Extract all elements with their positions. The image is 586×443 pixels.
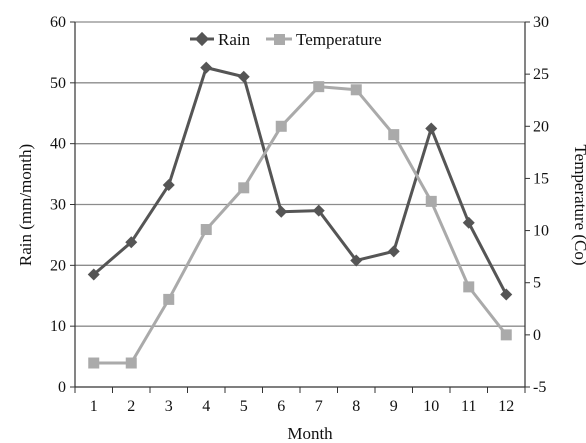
data-point: [163, 293, 175, 305]
left-tick-label: 30: [50, 197, 66, 214]
x-tick-label: 11: [461, 398, 476, 415]
left-axis-ticks: 0 10 20 30 40 50 60: [50, 14, 75, 396]
series-line-rain: [92, 66, 508, 296]
right-tick-label: 5: [533, 275, 541, 292]
legend-rain-label: Rain: [218, 30, 251, 49]
series-rain: [87, 61, 513, 301]
x-tick-label: 12: [498, 398, 514, 415]
left-tick-label: 60: [50, 14, 66, 31]
series-layer: [87, 61, 513, 369]
legend: Rain Temperature: [190, 30, 382, 49]
legend-rain-marker: [194, 31, 210, 47]
data-point: [200, 61, 213, 74]
right-tick-label: -5: [533, 379, 546, 396]
data-point: [387, 245, 400, 258]
data-point: [425, 122, 438, 135]
right-axis-ticks: -5 0 5 10 15 20 25 30: [525, 14, 549, 396]
right-tick-label: 25: [533, 66, 549, 83]
data-point: [125, 236, 138, 249]
x-tick-label: 10: [423, 398, 439, 415]
left-axis-title: Rain (mm/month): [16, 144, 35, 266]
x-axis-title: Month: [287, 424, 333, 443]
left-tick-label: 50: [50, 75, 66, 92]
left-tick-label: 0: [58, 379, 66, 396]
legend-temperature-label: Temperature: [296, 30, 382, 49]
data-point: [275, 205, 288, 218]
right-axis-title: Temperature (Co): [571, 144, 586, 265]
data-point: [125, 357, 137, 369]
right-tick-label: 20: [533, 118, 549, 135]
right-tick-label: 10: [533, 223, 549, 240]
right-tick-label: 30: [533, 14, 549, 31]
data-point: [87, 268, 100, 281]
x-tick-label: 5: [240, 398, 248, 415]
x-tick-label: 7: [315, 398, 323, 415]
x-tick-label: 4: [202, 398, 210, 415]
x-tick-label: 3: [165, 398, 173, 415]
right-tick-label: 15: [533, 170, 549, 187]
data-point: [313, 81, 325, 93]
data-point: [88, 357, 100, 369]
data-point: [275, 120, 287, 132]
x-tick-label: 1: [90, 398, 98, 415]
data-point: [350, 254, 363, 267]
left-tick-label: 40: [50, 136, 66, 153]
x-tick-label: 8: [352, 398, 360, 415]
data-point: [463, 281, 475, 293]
data-point: [237, 70, 250, 83]
data-point: [350, 84, 362, 96]
data-point: [238, 182, 250, 194]
data-point: [162, 179, 175, 192]
series-temperature: [88, 81, 512, 369]
data-point: [312, 204, 325, 217]
x-tick-label: 2: [127, 398, 135, 415]
data-point: [425, 195, 437, 207]
x-tick-label: 6: [277, 398, 285, 415]
x-axis-ticks: 1 2 3 4 5 6 7 8 9 10 11 12: [74, 387, 526, 415]
data-point: [200, 224, 212, 236]
series-line-temperature: [93, 85, 508, 365]
gridlines: [75, 21, 525, 327]
data-point: [500, 329, 512, 341]
data-point: [500, 288, 513, 301]
x-tick-label: 9: [390, 398, 398, 415]
legend-temperature-marker: [274, 34, 285, 45]
left-tick-label: 20: [50, 257, 66, 274]
right-tick-label: 0: [533, 327, 541, 344]
left-tick-label: 10: [50, 318, 66, 335]
data-point: [462, 216, 475, 229]
data-point: [388, 129, 400, 141]
